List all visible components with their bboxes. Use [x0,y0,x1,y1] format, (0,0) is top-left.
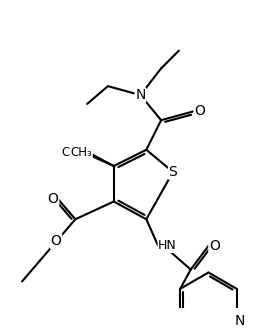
Text: O: O [209,239,220,253]
Text: O: O [51,234,62,249]
Text: N: N [234,314,245,328]
Text: CH₃: CH₃ [70,146,92,159]
Text: CH₃: CH₃ [61,146,83,159]
Text: O: O [48,192,59,206]
Text: N: N [135,88,146,102]
Text: HN: HN [158,240,177,252]
Text: O: O [194,104,205,118]
Text: S: S [169,165,177,179]
